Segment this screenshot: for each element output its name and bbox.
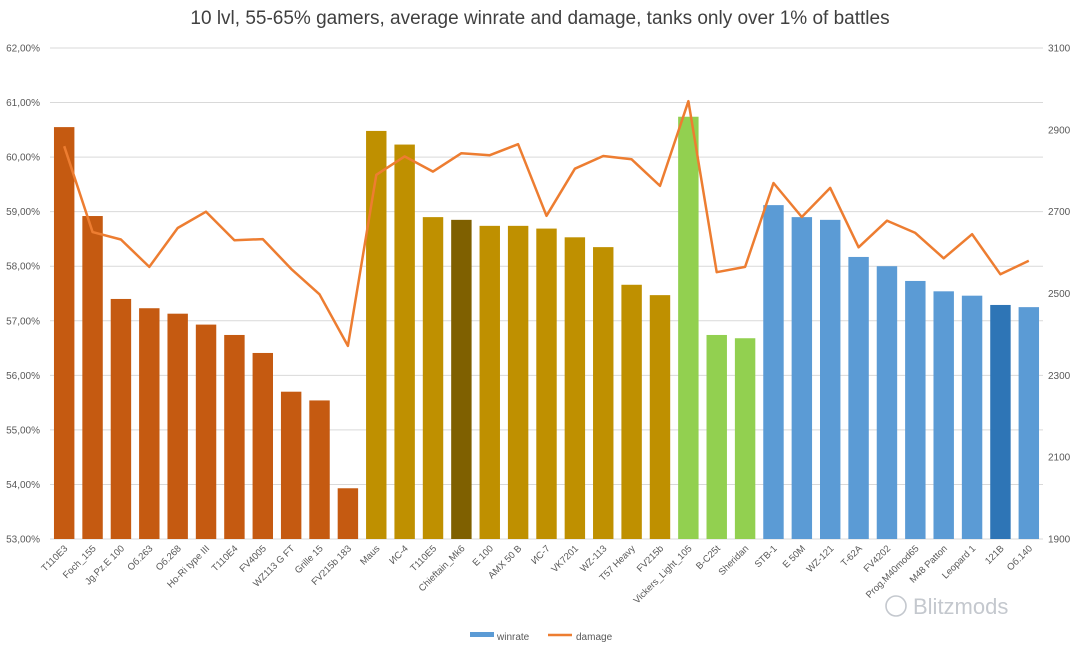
winrate-bar — [706, 334, 727, 539]
winrate-bar — [252, 352, 273, 539]
winrate-bar — [337, 488, 359, 539]
winrate-bar — [593, 247, 614, 539]
left-tick-label: 54,00% — [6, 480, 40, 491]
category-label: WZ-121 — [805, 543, 837, 575]
winrate-bar — [82, 216, 103, 539]
category-label: Об.263 — [125, 543, 155, 573]
left-tick-label: 53,00% — [6, 535, 40, 546]
winrate-bar — [933, 291, 954, 539]
damage-line — [63, 99, 1030, 348]
winrate-bar — [876, 266, 898, 539]
damage-line-layer — [63, 99, 1030, 348]
winrate-bar — [422, 217, 444, 539]
winrate-bar — [139, 308, 160, 539]
category-label: Maus — [358, 543, 382, 567]
winrate-bar — [451, 219, 472, 539]
bars — [53, 116, 1040, 540]
category-label: E 100 — [471, 543, 496, 568]
category-label: T110E4 — [210, 543, 241, 574]
left-tick-label: 62,00% — [6, 44, 40, 55]
winrate-bar — [734, 338, 756, 539]
winrate-bar — [309, 400, 330, 539]
winrate-bar — [1018, 307, 1040, 539]
category-label: T-62A — [839, 543, 865, 569]
category-label: VK7201 — [549, 543, 581, 575]
winrate-bar — [678, 116, 699, 540]
right-tick-label: 2100 — [1048, 453, 1071, 464]
watermark-text: Blitzmods — [913, 594, 1008, 619]
watermark: Blitzmods — [885, 594, 1008, 619]
legend-swatch-winrate — [470, 632, 494, 637]
winrate-bar — [564, 237, 586, 539]
left-tick-label: 55,00% — [6, 425, 40, 436]
winrate-bar — [110, 298, 132, 539]
winrate-bar — [763, 205, 784, 539]
winrate-bar — [848, 256, 869, 539]
winrate-bar — [195, 324, 217, 539]
winrate-bar — [224, 334, 245, 539]
winrate-bar — [990, 304, 1011, 539]
left-tick-label: 59,00% — [6, 207, 40, 218]
left-tick-label: 60,00% — [6, 153, 40, 164]
winrate-bar — [479, 225, 500, 539]
left-axis: 53,00% 54,00% 55,00% 56,00% 57,00% 58,00% 59,0… — [6, 44, 40, 546]
chart-title: 10 lvl, 55-65% gamers, average winrate a… — [190, 8, 890, 29]
category-label: Sheridan — [717, 543, 752, 578]
right-tick-label: 2300 — [1048, 371, 1071, 382]
winrate-bar — [280, 391, 302, 539]
right-tick-label: 3100 — [1048, 44, 1071, 55]
winrate-bar — [649, 295, 671, 539]
category-label: Об.140 — [1005, 543, 1035, 573]
right-axis: 1900 2100 2300 2500 2700 2900 3100 — [1048, 44, 1071, 546]
right-tick-label: 1900 — [1048, 535, 1071, 546]
left-tick-label: 61,00% — [6, 98, 40, 109]
category-label: STB-1 — [753, 543, 780, 570]
legend-label-winrate: winrate — [496, 632, 530, 643]
winrate-bar — [961, 295, 983, 539]
category-label: ИС-4 — [387, 543, 410, 566]
category-label: ИС-7 — [529, 543, 552, 566]
right-tick-label: 2900 — [1048, 125, 1071, 136]
legend: winrate damage — [470, 632, 613, 643]
winrate-bar — [394, 144, 415, 539]
winrate-bar — [366, 130, 387, 539]
winrate-bar — [167, 313, 188, 539]
winrate-bar — [621, 284, 642, 539]
right-tick-label: 2700 — [1048, 207, 1071, 218]
winrate-bar — [507, 225, 529, 539]
left-tick-label: 57,00% — [6, 316, 40, 327]
winrate-bar — [53, 127, 75, 539]
legend-label-damage: damage — [576, 632, 613, 643]
category-label: 121B — [983, 543, 1006, 566]
left-tick-label: 56,00% — [6, 371, 40, 382]
wechat-icon — [885, 595, 907, 617]
category-label: E 50M — [781, 543, 808, 570]
winrate-bar — [536, 228, 557, 539]
left-tick-label: 58,00% — [6, 262, 40, 273]
winrate-bar — [820, 219, 841, 539]
right-tick-label: 2500 — [1048, 289, 1071, 300]
winrate-bar — [905, 280, 926, 539]
winrate-bar — [791, 217, 813, 539]
